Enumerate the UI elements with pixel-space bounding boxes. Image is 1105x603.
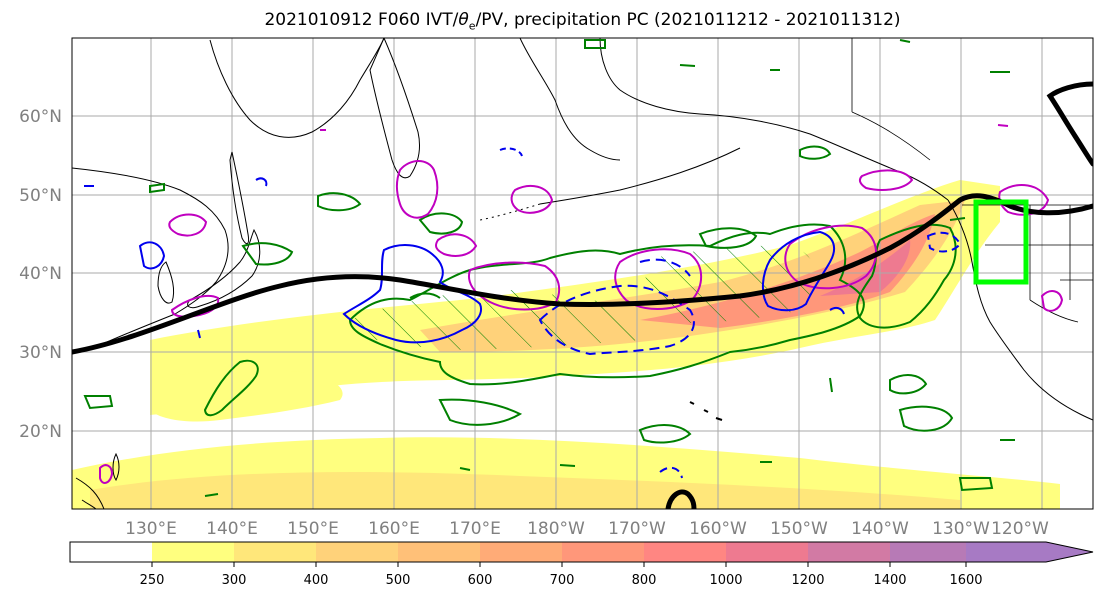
lon-label: 170°E (449, 519, 501, 539)
thetae-contour-solid-west (342, 244, 482, 344)
japan (187, 228, 261, 309)
map-title: 2021010912 F060 IVT/θe/PV, precipitation… (0, 10, 1105, 32)
colorbar-tick: 400 (304, 573, 329, 588)
colorbar-segment (562, 542, 644, 562)
colorbar-tick-marks (151, 562, 967, 567)
lon-label: 170°W (608, 519, 666, 539)
coastlines (72, 38, 1093, 509)
ivt-branch-west (150, 369, 343, 422)
lon-label: 130°W (932, 519, 990, 539)
colorbar-tick: 1400 (873, 573, 906, 588)
lat-label: 50°N (19, 186, 62, 206)
alaska-peninsula (539, 147, 741, 205)
jet-axis-south (665, 489, 697, 509)
lon-label: 130°E (125, 519, 177, 539)
thetae-contours (84, 147, 962, 479)
colorbar-segment (480, 542, 562, 562)
sakhalin (229, 151, 249, 244)
jet-axis (72, 81, 1093, 509)
colorbar-tick: 250 (140, 573, 165, 588)
precip-contour-main (348, 223, 865, 386)
na-coast (947, 199, 1093, 421)
colorbar-segment (398, 542, 480, 562)
colorbar-segment (70, 542, 152, 562)
lon-label: 160°E (368, 519, 420, 539)
title-theta: θ (458, 10, 469, 30)
lon-label: 140°W (851, 519, 909, 539)
lat-label: 20°N (19, 422, 62, 442)
ivt-band-north-peak (820, 240, 911, 296)
lat-label: 30°N (19, 343, 62, 363)
precip-contours (83, 39, 1015, 497)
map-frame (71, 37, 1094, 510)
philippines (75, 477, 105, 509)
lat-label: 40°N (19, 264, 62, 284)
lon-label: 140°E (206, 519, 258, 539)
colorbar-segment (890, 542, 966, 562)
title-suffix: /PV, precipitation PC (2021011212 - 2021… (475, 10, 901, 30)
colorbar-segment (234, 542, 316, 562)
colorbar-segment (726, 542, 808, 562)
lon-labels: 130°E 140°E 150°E 160°E 170°E 180°W 170°… (125, 519, 1049, 539)
ivt-band-north-core (640, 214, 935, 328)
pv-contour-gulf (784, 224, 877, 290)
kamchatka (369, 38, 421, 179)
pv-contour-kamchatka (396, 160, 439, 219)
colorbar-outline (69, 541, 1094, 563)
colorbar-tick: 600 (468, 573, 493, 588)
jet-axis-main (72, 193, 1093, 355)
thetae-contour-solid-east (762, 230, 836, 312)
lon-label: 150°W (770, 519, 828, 539)
alaska-coast (599, 38, 949, 201)
colorbar-tick: 1600 (949, 573, 982, 588)
taiwan (112, 452, 120, 481)
hawaii (689, 401, 723, 421)
colorbar-segment (316, 542, 398, 562)
lon-label: 160°W (689, 519, 747, 539)
lon-label: 150°E (287, 519, 339, 539)
colorbar-tick: 700 (550, 573, 575, 588)
colorbar-tick: 1200 (791, 573, 824, 588)
lon-label: 120°W (991, 519, 1049, 539)
lon-label: 180°W (527, 519, 585, 539)
colorbar-tick: 300 (222, 573, 247, 588)
precip-contour-east (856, 223, 957, 329)
asia-coast (72, 167, 229, 353)
colorbar-segment (808, 542, 890, 562)
lat-labels: 60°N 50°N 40°N 30°N 20°N (19, 107, 62, 442)
thetae-contour-dashed-central (538, 284, 695, 356)
colorbar-tick: 800 (632, 573, 657, 588)
colorbar-extend-arrow (966, 542, 1093, 562)
colorbar-segment (644, 542, 726, 562)
colorbar-tick: 500 (386, 573, 411, 588)
korea (157, 261, 175, 304)
okhotsk-coast (209, 38, 385, 138)
colorbar-tick: 1000 (709, 573, 742, 588)
colorbar-segment (152, 542, 234, 562)
lat-label: 60°N (19, 107, 62, 127)
colorbar: 250 300 400 500 600 700 800 1000 1200 14… (69, 541, 1094, 588)
title-theta-sub: e (468, 19, 476, 33)
ivt-band-south-inner (90, 471, 960, 509)
precip-contour-west (203, 359, 259, 417)
jet-axis-ne (1046, 81, 1093, 167)
bering-coast (519, 38, 621, 161)
aleutians (479, 203, 541, 221)
target-region-box (973, 199, 1029, 285)
graticule (72, 38, 1093, 509)
title-prefix: 2021010912 F060 IVT/ (264, 10, 459, 30)
colorbar-ticks: 250 300 400 500 600 700 800 1000 1200 14… (140, 573, 983, 588)
